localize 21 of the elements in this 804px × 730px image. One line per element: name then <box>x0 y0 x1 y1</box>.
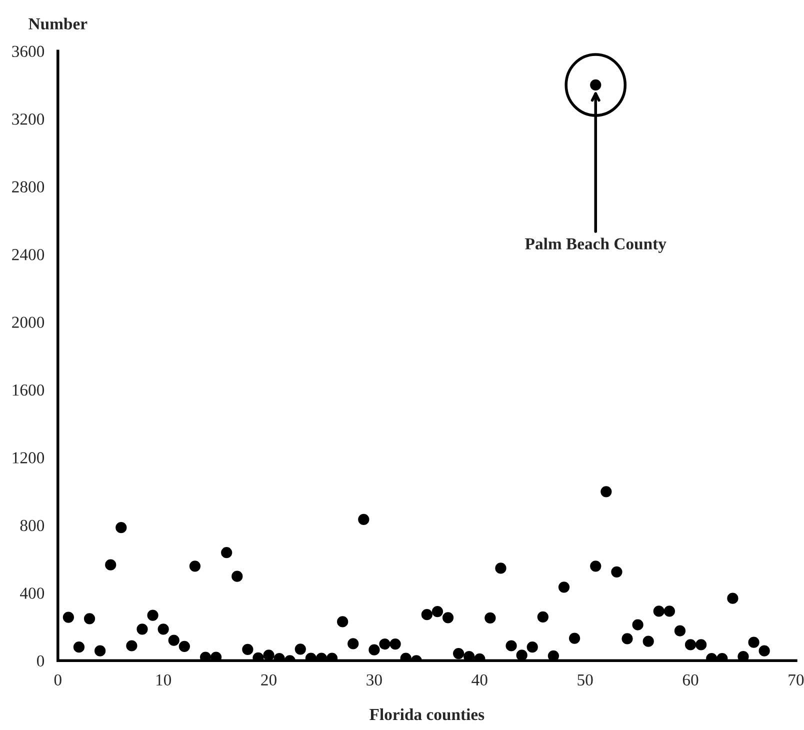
x-tick-label: 10 <box>156 674 172 686</box>
x-tick-label: 0 <box>54 674 62 686</box>
y-tick-label: 2400 <box>12 248 44 260</box>
x-axis-title: Florida counties <box>370 708 484 720</box>
x-tick-label: 40 <box>472 674 488 686</box>
x-tick-label: 70 <box>788 674 804 686</box>
x-tick-label: 30 <box>366 674 382 686</box>
y-tick-label: 1600 <box>12 384 44 396</box>
y-tick-label: 1200 <box>12 452 44 464</box>
y-tick-label: 800 <box>20 520 44 532</box>
y-tick-label: 3200 <box>12 114 44 125</box>
y-tick-label: 0 <box>36 655 44 667</box>
y-tick-label: 3600 <box>12 46 44 58</box>
x-tick-label: 60 <box>682 674 698 686</box>
x-tick-label: 50 <box>578 674 593 686</box>
y-axis-title: Number <box>28 18 88 30</box>
y-tick-label: 400 <box>20 588 44 599</box>
x-tick-label: 20 <box>261 674 276 686</box>
y-tick-label: 2800 <box>12 181 44 192</box>
y-tick-label: 2000 <box>12 316 44 328</box>
annotation: Palm Beach County <box>525 238 666 253</box>
